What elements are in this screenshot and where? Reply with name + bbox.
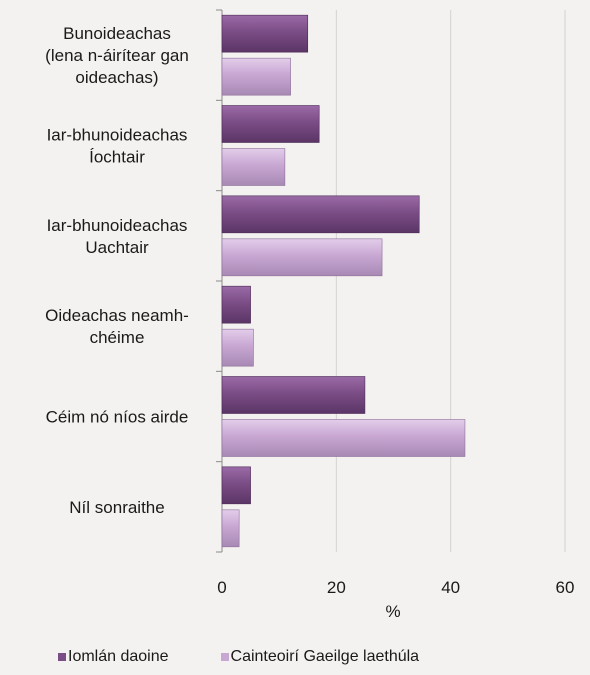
bar-series-1 xyxy=(221,285,251,324)
legend: Iomlán daoine Cainteoirí Gaeilge laethúl… xyxy=(58,648,419,666)
bar-series-2 xyxy=(221,509,240,548)
category-labels: Bunoideachas (lena n-áirítear gan oideacha… xyxy=(45,24,189,517)
bar-series-2 xyxy=(221,328,254,367)
bar-series-2 xyxy=(221,148,286,186)
x-tick-label: 60 xyxy=(556,578,575,597)
bar-series-1 xyxy=(221,376,366,414)
category-label: Oideachas neamh-chéime xyxy=(45,306,189,347)
bar-series-2 xyxy=(221,57,291,96)
gridlines xyxy=(216,9,566,553)
bar-series-1 xyxy=(221,466,251,505)
legend-swatch xyxy=(58,653,66,661)
bar-series-1 xyxy=(221,195,420,234)
legend-item-series-2: Cainteoirí Gaeilge laethúla xyxy=(220,648,420,666)
bar-series-2 xyxy=(221,238,383,277)
x-axis-label: % xyxy=(385,602,400,621)
x-tick-label: 20 xyxy=(327,578,346,597)
x-tick-label: 0 xyxy=(217,578,226,597)
bar-series-2 xyxy=(221,419,466,457)
bars xyxy=(221,14,466,548)
category-label: Iar-bhunoideachas Uachtair xyxy=(47,216,188,257)
category-label: Bunoideachas (lena n-áirítear gan oideacha… xyxy=(45,24,189,87)
legend-label: Cainteoirí Gaeilge laethúla xyxy=(230,648,420,665)
legend-item-series-1: Iomlán daoine xyxy=(58,648,169,666)
legend-swatch xyxy=(220,653,229,661)
bar-series-1 xyxy=(221,105,320,143)
category-label: Céim nó níos airde xyxy=(46,408,189,427)
bar-series-1 xyxy=(221,14,309,53)
category-label: Iar-bhunoideachas Íochtair xyxy=(47,126,188,167)
x-tick-labels: 0 20 40 60 xyxy=(217,578,574,597)
x-tick-label: 40 xyxy=(441,578,460,597)
legend-label: Iomlán daoine xyxy=(68,648,169,665)
category-label: Níl sonraithe xyxy=(69,498,164,517)
bar-chart: Bunoideachas (lena n-áirítear gan oideacha… xyxy=(45,9,574,621)
